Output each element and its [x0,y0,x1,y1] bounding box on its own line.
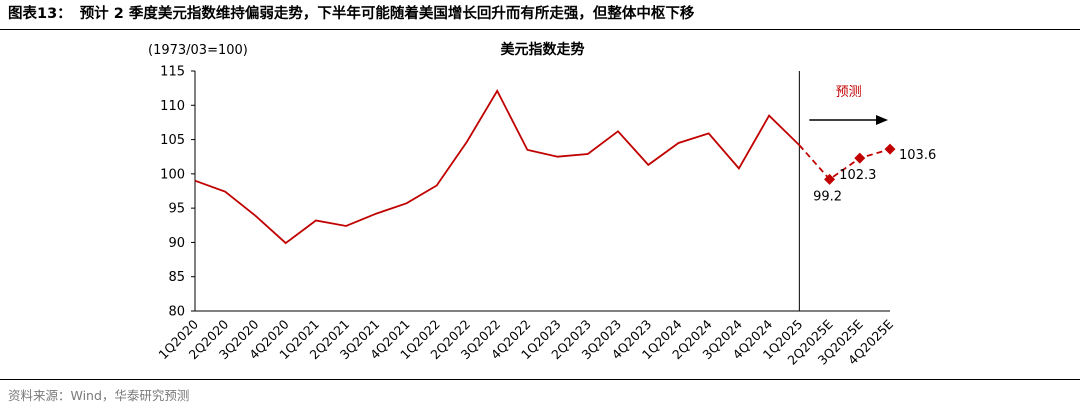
figure-title: 图表13： 预计 2 季度美元指数维持偏弱走势，下半年可能随着美国增长回升而有所走… [0,0,1080,30]
forecast-marker [884,143,896,155]
point-label: 99.2 [813,189,842,204]
y-tick-label: 110 [160,99,185,114]
y-tick-label: 90 [168,236,185,251]
y-tick-label: 115 [160,65,185,80]
forecast-marker [824,173,836,185]
forecast-arrow-head [876,115,888,125]
source-note: 资料来源：Wind，华泰研究预测 [0,379,1080,412]
y-tick-label: 95 [168,202,185,217]
y-tick-label: 105 [160,133,185,148]
chart-title: 美元指数走势 [501,41,585,58]
figure-number: 图表13： [8,6,72,22]
y-tick-label: 80 [168,305,185,320]
chart-area: (1973/03=100) 美元指数走势 80 85 90 95 100 105 110 115 1… [30,36,1030,380]
forecast-marker [854,152,866,164]
source-text: 资料来源：Wind，华泰研究预测 [8,388,190,403]
dollar-index-chart: (1973/03=100) 美元指数走势 80 85 90 95 100 105 110 115 1… [148,41,936,368]
forecast-label: 预测 [836,85,862,100]
y-tick-label: 85 [168,270,185,285]
point-label: 102.3 [839,168,876,183]
point-label: 103.6 [899,148,936,163]
figure-title-text: 预计 2 季度美元指数维持偏弱走势，下半年可能随着美国增长回升而有所走强，但整体… [79,6,695,22]
history-line [194,89,800,245]
forecast-line [798,144,891,181]
axis-note: (1973/03=100) [148,43,248,58]
y-tick-label: 100 [160,167,185,182]
